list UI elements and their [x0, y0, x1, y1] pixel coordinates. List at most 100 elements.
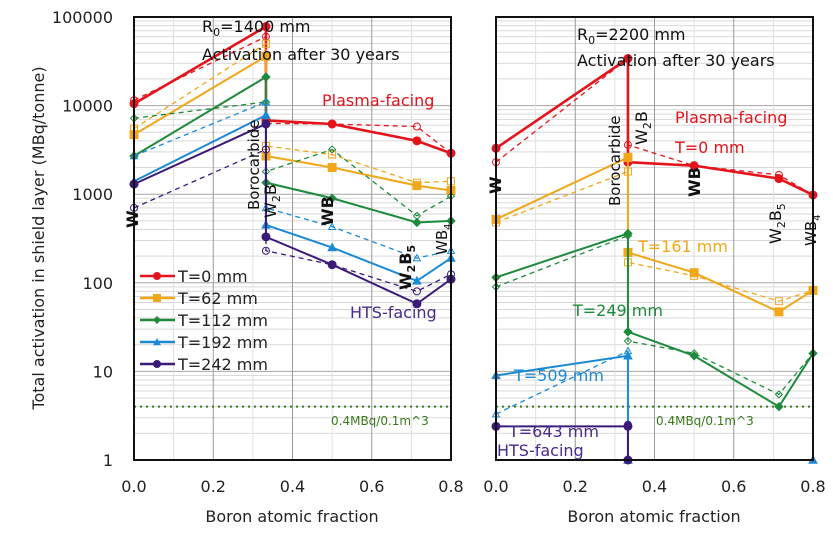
left-x-tick-labels: 0.0 0.2 0.4 0.6 0.8	[121, 477, 463, 496]
right-phase-w: W	[486, 176, 505, 194]
series-line-t-0-mm	[133, 24, 452, 155]
series-line-t-62-mm-dashed	[133, 42, 452, 184]
right-grid	[496, 16, 813, 461]
left-hts-facing-label: HTS-facing	[350, 303, 437, 322]
series-line-t-242-mm	[133, 122, 452, 305]
y-tick-label: 1000	[72, 185, 113, 204]
right-phase-w2b: W2B	[632, 111, 654, 145]
data-point-t-62-mm	[412, 181, 422, 191]
data-point-t-242-mm	[327, 260, 337, 270]
data-point-t-161-mm	[774, 297, 783, 306]
right-phase-wb: WB	[685, 167, 704, 197]
data-point-t-249-mm	[689, 351, 699, 361]
series-line-t-192-mm	[133, 113, 452, 283]
x-tick-label: 0.0	[121, 477, 146, 496]
x-tick-label: 0.0	[483, 477, 508, 496]
data-point-t-249-mm	[623, 336, 633, 346]
left-radius-r: R	[202, 17, 213, 36]
legend-marker	[153, 272, 161, 280]
x-tick-label: 0.8	[438, 477, 463, 496]
x-tick-label: 0.4	[280, 477, 305, 496]
legend-marker	[153, 360, 161, 368]
series-line-t-0-mm-dashed	[495, 57, 814, 196]
data-point-t-161-mm	[623, 152, 633, 162]
series-line-t-0-mm	[495, 56, 814, 197]
series-line-t-0-mm-dashed	[133, 35, 452, 154]
y-axis-label: Total activation in shield layer (MBq/to…	[29, 66, 48, 410]
left-radius-sub: 0	[213, 26, 220, 39]
right-t643-label: T=643 mm	[508, 422, 599, 441]
data-point-t-192-mm	[261, 110, 271, 119]
left-phase-wb4: WB4	[433, 224, 454, 256]
data-point-t-0-mm	[412, 136, 422, 146]
x-tick-label: 0.6	[359, 477, 384, 496]
series-line-t-192-mm-dashed	[133, 100, 452, 259]
series-line-t-112-mm-dashed	[133, 101, 452, 217]
right-x-axis-label: Boron atomic fraction	[567, 507, 740, 526]
data-point-t-112-mm	[412, 217, 422, 228]
data-point-t-192-mm	[327, 222, 337, 230]
right-phase-borocarbide: Borocarbide	[606, 115, 624, 206]
data-point-t-643-mm	[623, 421, 633, 431]
data-point-t-242-mm	[261, 119, 271, 129]
right-phase-w2b5: W2B5	[766, 203, 788, 244]
right-phase-wb4: WB4	[802, 215, 823, 247]
right-radius-sub: 0	[588, 34, 595, 47]
data-point-t-249-mm	[774, 401, 784, 412]
series-line-t-161-mm	[495, 155, 814, 313]
right-radius-r: R	[577, 25, 588, 44]
y-tick-label: 100	[82, 274, 113, 293]
legend: T=0 mm T=62 mm T=112 mm T=192 mm T=242 mm	[140, 267, 268, 374]
data-point-t-242-mm	[261, 232, 271, 242]
right-t509-label: T=509 mm	[513, 366, 604, 385]
data-point-t-242-mm	[261, 246, 270, 255]
left-phase-w: W	[123, 210, 142, 228]
legend-label: T=62 mm	[177, 289, 258, 308]
legend-label: T=192 mm	[177, 333, 268, 352]
right-radius-value: =2200 mm	[595, 25, 685, 44]
left-phase-w2b: W2B	[261, 184, 283, 218]
data-point-t-249-mm	[623, 228, 633, 239]
data-point-t-0-mm	[261, 22, 271, 32]
legend-marker	[153, 316, 161, 324]
right-x-tick-labels: 0.0 0.2 0.4 0.6 0.8	[483, 477, 825, 496]
data-point-t-62-mm	[328, 150, 337, 159]
left-plot-frame	[133, 16, 452, 461]
right-limit-label: 0.4MBq/0.1m^3	[656, 414, 754, 428]
data-point-t-249-mm	[774, 390, 784, 399]
data-point-t-509-mm	[623, 350, 633, 360]
left-phase-w2b5: W2B5	[396, 245, 418, 290]
data-point-t-249-mm	[623, 327, 633, 337]
data-point-t-242-mm	[412, 287, 421, 296]
left-radius-value: =1400 mm	[220, 17, 310, 36]
data-point-t-0-mm	[327, 119, 337, 129]
data-point-t-0-mm	[689, 161, 699, 171]
right-t249-label: T=249 mm	[572, 301, 663, 320]
x-tick-label: 0.2	[563, 477, 588, 496]
plot-frames	[133, 16, 814, 461]
x-tick-label: 0.8	[800, 477, 825, 496]
data-point-t-112-mm	[327, 145, 337, 154]
data-point-t-62-mm	[261, 51, 271, 61]
y-tick-labels: 1 10 100 1000 10000 100000	[52, 8, 113, 470]
legend-label: T=112 mm	[177, 311, 268, 330]
series-line-t-249-mm	[495, 232, 814, 409]
y-tick-label: 100000	[52, 8, 113, 27]
series-line-t-242-mm-dashed	[133, 148, 452, 293]
data-point-t-0-mm	[774, 174, 784, 184]
data-point-t-192-mm	[412, 275, 422, 285]
right-plasma-t-label: T=0 mm	[674, 138, 745, 157]
left-phase-wb: WB	[318, 196, 337, 226]
right-hts-facing-label: HTS-facing	[497, 441, 584, 460]
right-plot-frame	[495, 16, 814, 461]
data-point-t-161-mm	[774, 307, 784, 317]
right-activation-annotation: Activation after 30 years	[577, 51, 775, 70]
series-line-t-62-mm	[133, 54, 452, 192]
data-point-t-192-mm	[261, 97, 271, 106]
data-point-t-161-mm	[689, 268, 699, 278]
legend-marker	[153, 294, 161, 302]
y-tick-label: 10000	[62, 97, 113, 116]
series-line-t-249-mm-dashed	[495, 234, 814, 396]
